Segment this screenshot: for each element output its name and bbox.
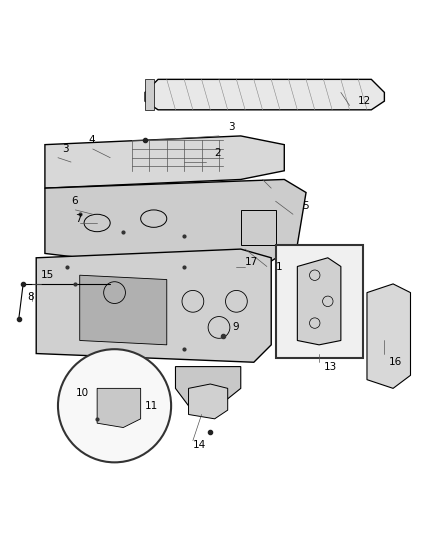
- Polygon shape: [36, 249, 271, 362]
- Text: 1: 1: [276, 262, 282, 271]
- Polygon shape: [176, 367, 241, 406]
- Text: 13: 13: [323, 361, 337, 372]
- Polygon shape: [188, 384, 228, 419]
- Polygon shape: [80, 275, 167, 345]
- Text: 10: 10: [75, 387, 88, 398]
- Text: 5: 5: [302, 200, 308, 211]
- Polygon shape: [145, 79, 154, 110]
- Polygon shape: [97, 389, 141, 427]
- Text: 4: 4: [88, 135, 95, 146]
- Text: 2: 2: [215, 148, 221, 158]
- Circle shape: [58, 349, 171, 462]
- Bar: [241, 210, 276, 245]
- Text: 7: 7: [75, 214, 82, 224]
- Polygon shape: [145, 79, 385, 110]
- Text: 11: 11: [145, 401, 158, 411]
- FancyBboxPatch shape: [276, 245, 363, 358]
- Text: 9: 9: [232, 322, 239, 333]
- Text: 17: 17: [245, 257, 258, 267]
- Polygon shape: [367, 284, 410, 389]
- Text: 16: 16: [389, 357, 402, 367]
- Text: 3: 3: [62, 144, 69, 154]
- Polygon shape: [297, 258, 341, 345]
- Text: 15: 15: [41, 270, 54, 280]
- Text: 6: 6: [71, 196, 78, 206]
- Text: 12: 12: [358, 96, 371, 106]
- Text: 8: 8: [28, 292, 34, 302]
- Text: 14: 14: [193, 440, 206, 450]
- Polygon shape: [45, 136, 284, 188]
- Polygon shape: [45, 180, 306, 275]
- Text: 3: 3: [228, 122, 234, 132]
